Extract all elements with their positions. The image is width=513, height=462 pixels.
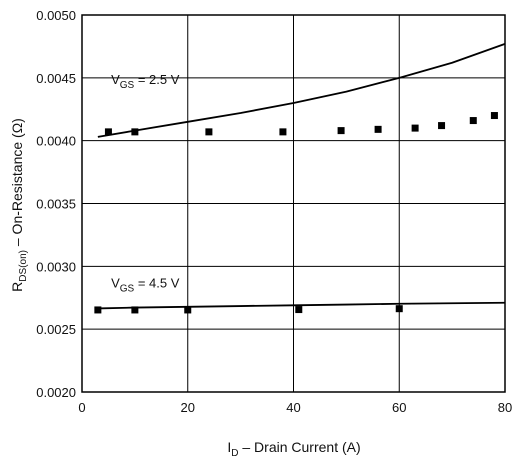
data-point <box>131 128 139 136</box>
annotations: VGS = 2.5 V VGS = 4.5 V <box>111 72 180 295</box>
data-point <box>337 127 345 135</box>
x-tick-label: 40 <box>286 400 300 415</box>
data-point <box>411 124 419 132</box>
data-point <box>295 306 303 314</box>
y-tick-label: 0.0025 <box>36 322 76 337</box>
y-tick-label: 0.0045 <box>36 71 76 86</box>
y-tick-label: 0.0035 <box>36 197 76 212</box>
y-tick-label: 0.0050 <box>36 8 76 23</box>
x-axis-label: ID – Drain Current (A) <box>227 439 360 459</box>
data-point <box>490 112 498 120</box>
x-axis-ticks: 0 20 40 60 80 <box>78 400 512 415</box>
y-axis-ticks: 0.0020 0.0025 0.0030 0.0035 0.0040 0.0045 0.00… <box>36 8 76 400</box>
data-point <box>205 128 213 136</box>
series-line-2 <box>97 301 506 310</box>
y-tick-label: 0.0030 <box>36 259 76 274</box>
data-point <box>184 306 192 314</box>
data-point <box>131 306 139 314</box>
data-point <box>94 306 102 314</box>
data-point <box>395 305 403 313</box>
data-point <box>469 117 477 125</box>
plot-border <box>81 14 506 393</box>
vgs-annotation: VGS = 2.5 V <box>111 72 180 91</box>
x-tick-label: 60 <box>392 400 406 415</box>
vgs-annotation: VGS = 4.5 V <box>111 276 180 295</box>
series-line-0 <box>97 43 506 138</box>
data-point <box>374 125 382 133</box>
data-point <box>279 128 287 136</box>
y-axis-label: RDS(on) – On-Resistance (Ω) <box>9 118 29 292</box>
data-point <box>104 128 112 136</box>
x-tick-label: 0 <box>78 400 85 415</box>
data-series <box>94 43 506 314</box>
plot-frame <box>81 14 506 393</box>
y-tick-label: 0.0040 <box>36 134 76 149</box>
data-point <box>438 122 446 130</box>
y-tick-label: 0.0020 <box>36 385 76 400</box>
x-tick-label: 20 <box>181 400 195 415</box>
x-tick-label: 80 <box>498 400 512 415</box>
